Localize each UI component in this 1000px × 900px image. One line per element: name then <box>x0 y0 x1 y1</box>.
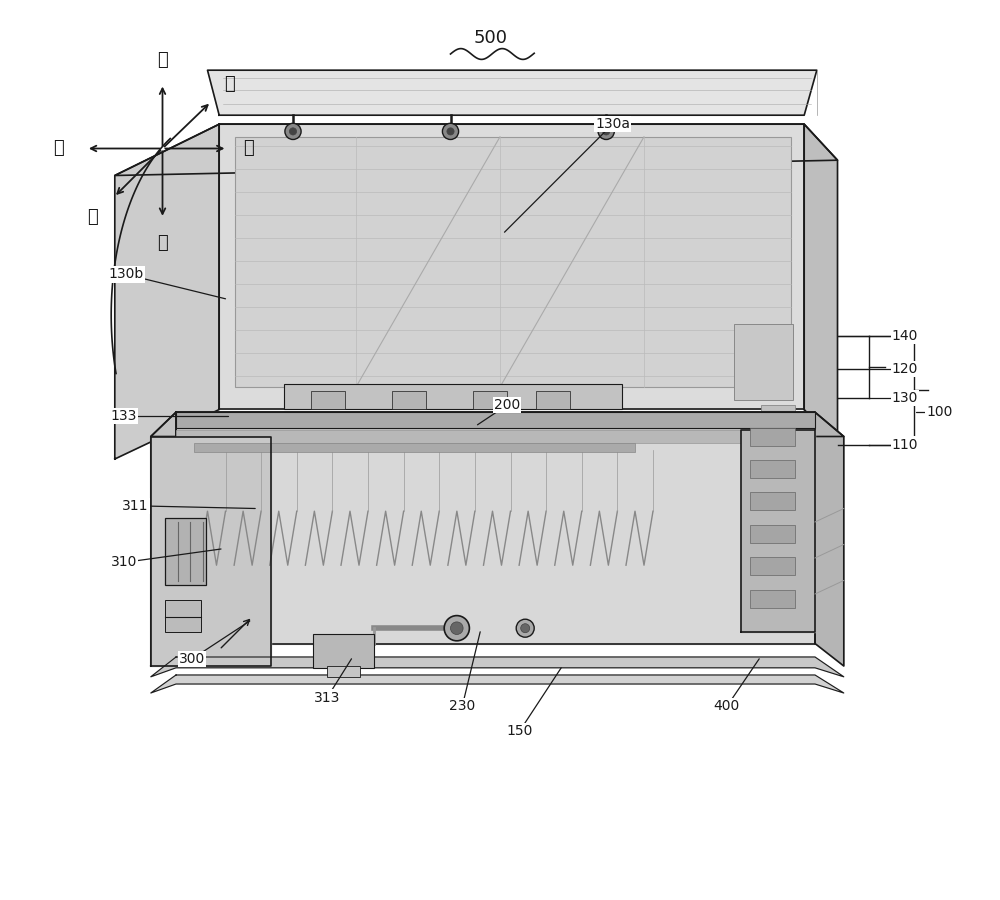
Bar <box>176 430 815 443</box>
Circle shape <box>450 622 463 634</box>
Bar <box>165 600 201 632</box>
Text: 400: 400 <box>714 699 740 714</box>
Bar <box>750 557 795 575</box>
Bar <box>536 392 570 410</box>
Text: 311: 311 <box>122 499 149 513</box>
Circle shape <box>442 123 459 140</box>
Text: 120: 120 <box>892 362 918 376</box>
Bar <box>473 392 507 410</box>
Polygon shape <box>741 430 815 632</box>
Bar <box>392 392 426 410</box>
Text: 110: 110 <box>892 437 918 452</box>
Polygon shape <box>151 412 844 436</box>
Text: 130: 130 <box>892 391 918 405</box>
Text: 133: 133 <box>111 409 137 423</box>
Bar <box>750 525 795 543</box>
Circle shape <box>447 128 454 135</box>
Polygon shape <box>151 657 844 677</box>
Circle shape <box>521 624 530 633</box>
Bar <box>311 392 345 410</box>
Text: 上: 上 <box>224 75 234 93</box>
Bar <box>734 324 792 400</box>
Circle shape <box>289 128 297 135</box>
Polygon shape <box>815 412 844 666</box>
Bar <box>327 666 360 677</box>
Text: 130b: 130b <box>109 267 144 282</box>
Text: 310: 310 <box>111 555 137 570</box>
Bar <box>761 405 795 446</box>
Circle shape <box>516 619 534 637</box>
Bar <box>750 428 795 446</box>
Circle shape <box>598 123 614 140</box>
Circle shape <box>603 128 610 135</box>
Bar <box>165 518 206 585</box>
Text: 右: 右 <box>243 140 253 158</box>
Bar <box>313 634 374 668</box>
Polygon shape <box>219 124 804 410</box>
Polygon shape <box>151 436 270 666</box>
Text: 前: 前 <box>157 51 168 69</box>
Polygon shape <box>115 124 219 459</box>
Text: 下: 下 <box>87 208 98 226</box>
Polygon shape <box>208 70 817 115</box>
Text: 230: 230 <box>449 699 475 714</box>
Bar <box>750 590 795 608</box>
Bar <box>284 384 622 410</box>
Text: 150: 150 <box>507 724 533 738</box>
Bar <box>234 137 791 387</box>
Text: 140: 140 <box>892 328 918 343</box>
Text: 313: 313 <box>314 690 340 705</box>
Text: 200: 200 <box>494 398 520 412</box>
Polygon shape <box>151 412 176 666</box>
Text: 100: 100 <box>926 405 952 419</box>
Text: 500: 500 <box>474 29 508 47</box>
Bar <box>750 492 795 510</box>
Text: 左: 左 <box>54 140 64 158</box>
Polygon shape <box>115 124 838 176</box>
Circle shape <box>444 616 469 641</box>
Text: 后: 后 <box>157 234 168 252</box>
Polygon shape <box>176 412 815 644</box>
Circle shape <box>285 123 301 140</box>
Polygon shape <box>151 675 844 693</box>
Polygon shape <box>804 124 838 446</box>
Text: 130a: 130a <box>595 117 630 131</box>
Bar <box>194 443 635 452</box>
Text: 300: 300 <box>179 652 205 666</box>
Bar <box>176 412 815 428</box>
Bar <box>750 460 795 478</box>
